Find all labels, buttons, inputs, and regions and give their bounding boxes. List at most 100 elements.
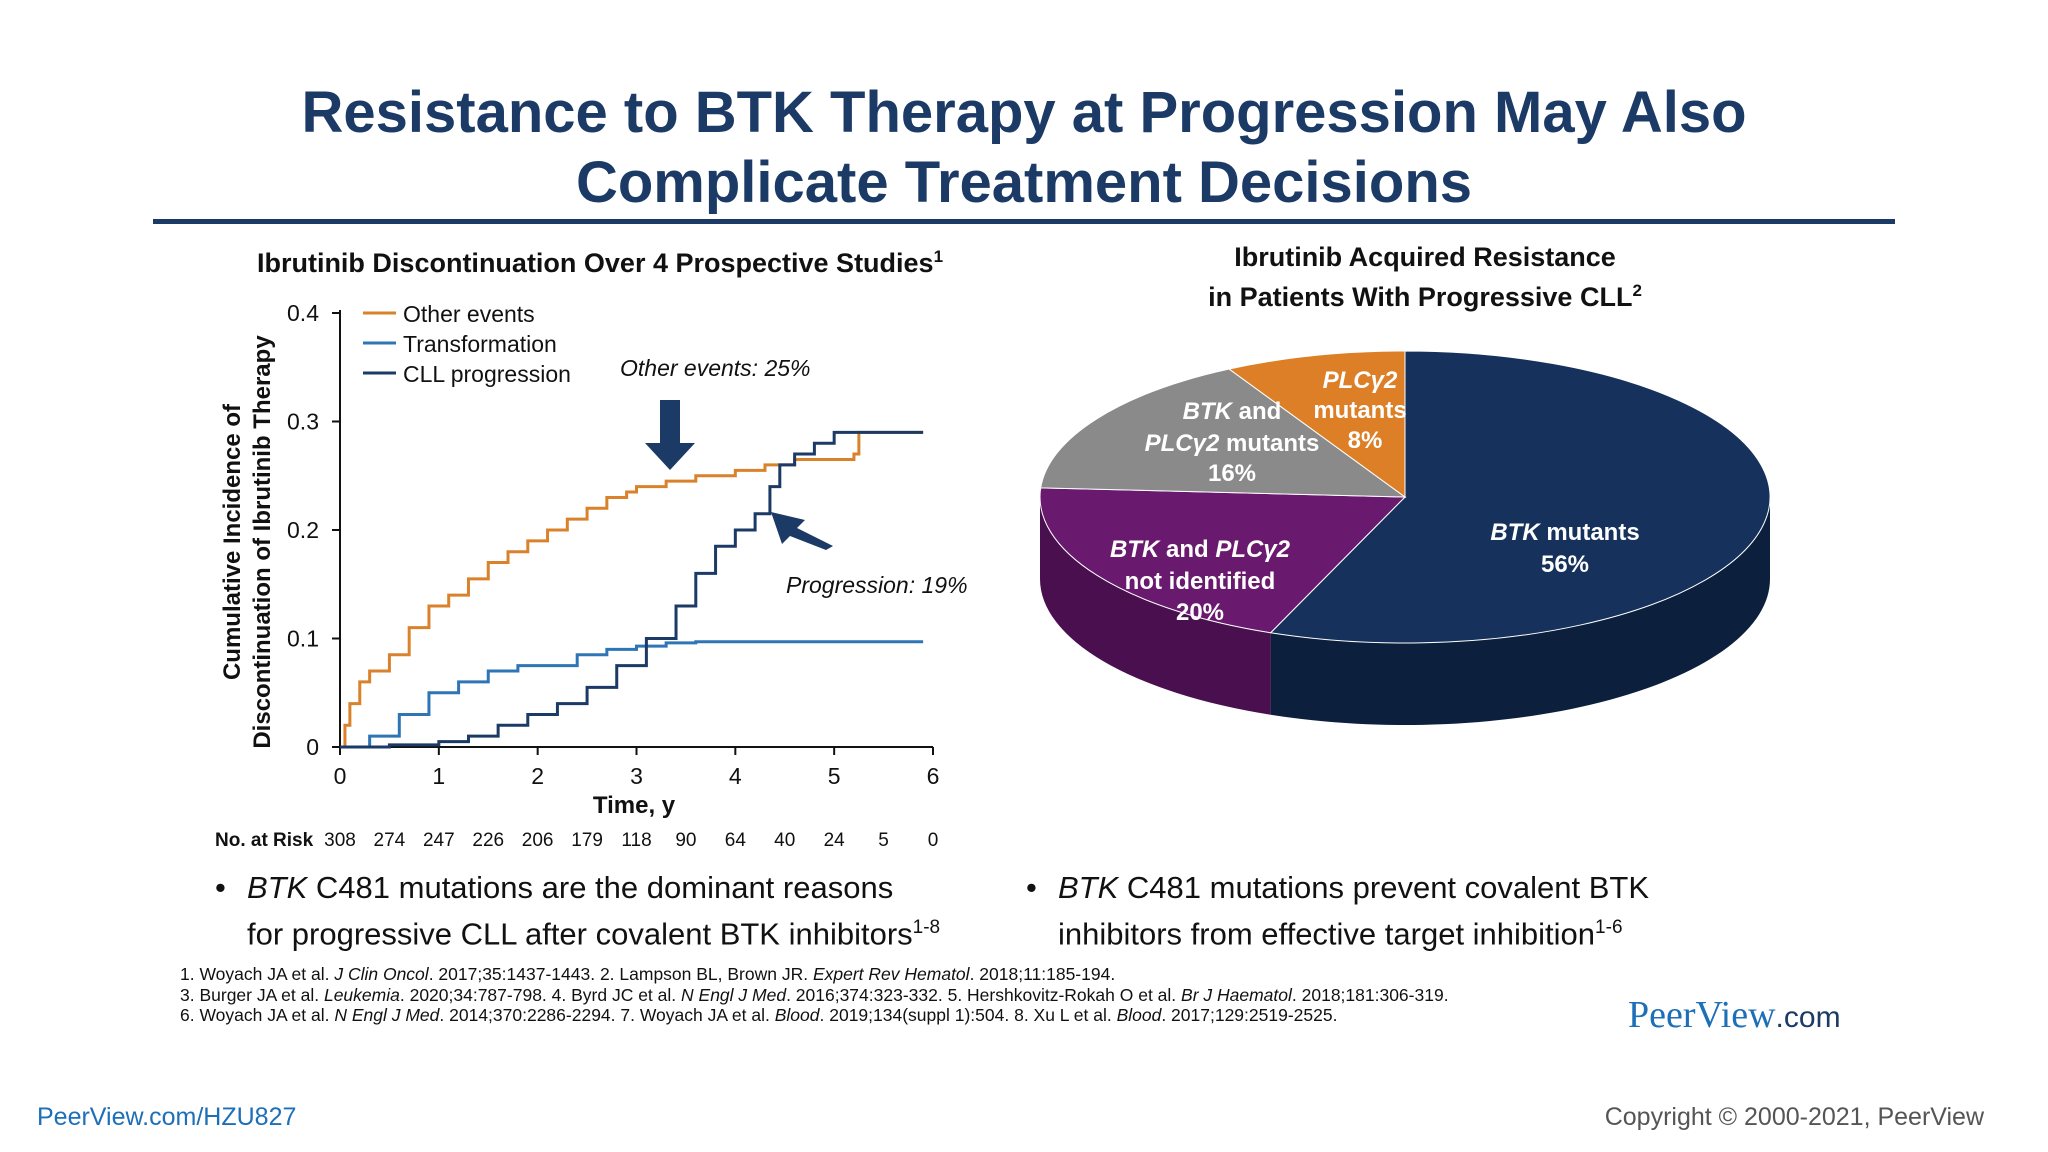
- risk-table-value: 206: [521, 830, 554, 851]
- risk-table-value: 90: [675, 830, 697, 851]
- legend-label-other-events: Other events: [403, 301, 535, 327]
- bullet-left-line2: for progressive CLL after covalent BTK i…: [247, 916, 913, 952]
- y-tick-label: 0.4: [287, 300, 319, 326]
- risk-table-value: 226: [472, 830, 505, 851]
- y-tick-label: 0: [306, 734, 319, 760]
- risk-table-value: 118: [621, 830, 652, 851]
- pie-label-both-and: and: [1232, 398, 1281, 425]
- bullet-right: • BTK C481 mutations prevent covalent BT…: [1026, 868, 1838, 954]
- chart-series: [340, 430, 924, 749]
- arrow-diagonal-icon: [771, 512, 833, 550]
- y-tick-label: 0.3: [287, 409, 319, 435]
- risk-table-value: 40: [774, 830, 796, 851]
- x-tick-label: 4: [729, 763, 742, 789]
- bullet-dot-icon: •: [1026, 870, 1037, 905]
- slide-title-line1: Resistance to BTK Therapy at Progression…: [301, 80, 1747, 145]
- chart-legend: Other events Transformation CLL progress…: [363, 301, 571, 387]
- pie-slice-4: [1227, 350, 1406, 498]
- risk-table-value: 274: [373, 830, 406, 851]
- footer-link[interactable]: PeerView.com/HZU827: [37, 1103, 297, 1131]
- ref-journal: N Engl J Med: [681, 984, 787, 1005]
- y-axis-title-line2: Discontinuation of Ibrutinib Therapy: [249, 335, 276, 749]
- pie-label-none: BTK and PLCγ2: [1110, 536, 1291, 563]
- pie-slice-3: [1040, 368, 1407, 498]
- risk-table-value: 0: [927, 830, 939, 851]
- bullet-left-ref: 1-8: [912, 917, 941, 938]
- annotation-progression: Progression: 19%: [786, 572, 968, 598]
- y-tick-label: 0.2: [287, 517, 319, 543]
- pie-value-plc: 8%: [1348, 427, 1383, 454]
- bullet-left-gene: BTK: [247, 870, 308, 905]
- ref-text: . 2020;34:787-798. 4. Byrd JC et al.: [399, 984, 682, 1005]
- ref-text: 6. Woyach JA et al.: [180, 1005, 335, 1025]
- peerview-logo-name: PeerView: [1628, 994, 1776, 1036]
- annotation-other-events: Other events: 25%: [620, 355, 811, 381]
- risk-table-value: 179: [571, 830, 603, 851]
- pie-label-plc-line2: mutants: [1313, 397, 1406, 424]
- ref-journal: Blood: [1116, 1005, 1162, 1025]
- x-axis-title: Time, y: [593, 792, 676, 819]
- ref-text: . 2017;129:2519-2525.: [1161, 1005, 1338, 1025]
- ref-text: 1. Woyach JA et al.: [180, 964, 335, 984]
- bullet-right-ref: 1-6: [1595, 917, 1623, 938]
- pie-chart: BTK mutants 56% BTK and PLCγ2 not identi…: [1039, 350, 1771, 725]
- ref-text: . 2018;181:306-319.: [1291, 984, 1449, 1005]
- pie-label-none-gene2: PLCγ2: [1215, 536, 1290, 563]
- peerview-logo: PeerView.com: [1628, 993, 1841, 1037]
- left-chart-title-ref: 1: [933, 247, 944, 266]
- series-line-cll-progression: [340, 430, 924, 749]
- pie-label-both-gene1: BTK: [1183, 398, 1234, 425]
- ref-text: . 2018;11:185-194.: [969, 964, 1116, 984]
- pie-label-none-and: and: [1159, 536, 1215, 563]
- right-chart-title-ref: 2: [1632, 281, 1642, 300]
- reference-line-2: 3. Burger JA et al. Leukemia. 2020;34:78…: [180, 985, 1640, 1006]
- risk-table-value: 308: [324, 830, 356, 851]
- bullet-right-gene: BTK: [1058, 870, 1119, 905]
- pie-label-btk-rest: mutants: [1540, 519, 1640, 546]
- pie-label-none-gene1: BTK: [1110, 536, 1161, 563]
- ref-journal: N Engl J Med: [334, 1005, 440, 1025]
- y-tick-label: 0.1: [287, 626, 319, 652]
- pie-value-btk: 56%: [1541, 551, 1589, 578]
- right-chart-title: Ibrutinib Acquired Resistance in Patient…: [1135, 240, 1715, 314]
- x-tick-label: 0: [334, 763, 347, 789]
- pie-label-both-mutants: mutants: [1219, 430, 1319, 457]
- pie-label-plc: PLCγ2: [1323, 367, 1398, 394]
- pie-slice-2: [1039, 487, 1407, 634]
- pie-label-both: BTK and: [1183, 398, 1282, 425]
- slide-title: Resistance to BTK Therapy at Progression…: [0, 78, 2048, 218]
- ref-text: . 2017;35:1437-1443. 2. Lampson BL, Brow…: [428, 964, 813, 984]
- pie-label-btk: BTK mutants: [1490, 519, 1639, 546]
- x-tick-label: 3: [630, 763, 643, 789]
- slide-title-line2: Complicate Treatment Decisions: [575, 150, 1473, 215]
- pie-label-btk-gene: BTK: [1490, 519, 1541, 546]
- y-axis-title-line1: Cumulative Incidence of: [219, 403, 246, 680]
- pie-side-2: [1040, 497, 1271, 715]
- title-divider: [153, 219, 1895, 224]
- right-chart-title-line2: in Patients With Progressive CLL: [1208, 282, 1633, 312]
- bullet-left-line1: C481 mutations are the dominant reasons: [307, 870, 894, 905]
- bullet-right-line1: C481 mutations prevent covalent BTK: [1118, 870, 1650, 905]
- left-chart-title-text: Ibrutinib Discontinuation Over 4 Prospec…: [256, 248, 934, 278]
- pie-slice-1: [1269, 350, 1771, 644]
- risk-table: No. at Risk 308 274 247 226 206 179 118 90 64 40 2…: [215, 830, 975, 860]
- x-tick-label: 2: [531, 763, 544, 789]
- ref-journal: Blood: [774, 1005, 820, 1025]
- arrow-down-icon: [645, 400, 695, 470]
- ref-journal: Expert Rev Hematol: [812, 964, 970, 984]
- risk-table-value: 5: [878, 830, 889, 851]
- ref-journal: Br J Haematol: [1181, 984, 1292, 1005]
- line-chart: Cumulative Incidence of Discontinuation …: [219, 300, 968, 819]
- chart-axes: 0 1 2 3 4 5 6 0 0.1 0.2 0.3 0.4: [287, 300, 939, 789]
- risk-table-value: 247: [422, 830, 455, 851]
- x-tick-label: 6: [927, 763, 940, 789]
- pie-label-both-line2: PLCγ2 mutants: [1145, 430, 1320, 457]
- x-tick-label: 5: [828, 763, 841, 789]
- pie-value-none: 20%: [1176, 599, 1224, 626]
- left-chart-title: Ibrutinib Discontinuation Over 4 Prospec…: [180, 240, 1020, 280]
- series-line-transformation: [340, 640, 924, 749]
- reference-line-3: 6. Woyach JA et al. N Engl J Med. 2014;3…: [180, 1005, 1640, 1026]
- pie-side-1: [1270, 497, 1770, 725]
- ref-journal: Leukemia: [323, 984, 400, 1005]
- right-chart-title-line1: Ibrutinib Acquired Resistance: [1234, 242, 1616, 272]
